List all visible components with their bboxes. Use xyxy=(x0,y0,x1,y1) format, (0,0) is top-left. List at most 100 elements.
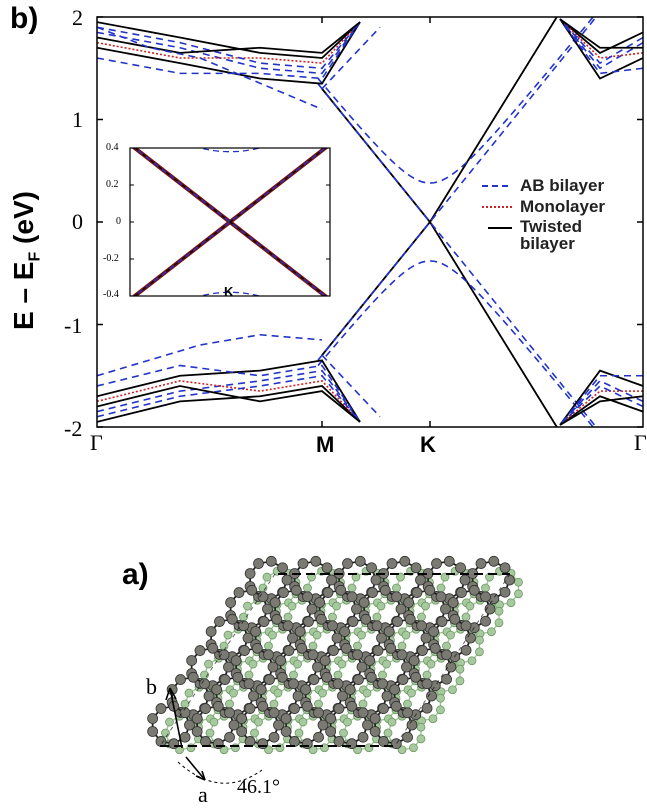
atom-top xyxy=(303,616,314,627)
atom-bottom xyxy=(514,577,523,587)
atom-top xyxy=(319,655,331,666)
atom-top xyxy=(166,684,178,695)
cell-edge-left xyxy=(159,573,276,747)
lattice-ring-bottom xyxy=(387,715,422,751)
atom-bottom xyxy=(343,717,352,727)
band-line-tw xyxy=(559,18,643,49)
atom-bottom xyxy=(308,641,318,651)
band-line-tw xyxy=(97,385,361,423)
atom-bottom xyxy=(293,659,302,669)
atom-top xyxy=(262,603,273,615)
atom-top xyxy=(386,558,398,569)
band-line-mono xyxy=(559,390,643,426)
atom-top xyxy=(226,613,238,625)
vector-b-arrow xyxy=(169,687,183,749)
atom-top xyxy=(244,703,256,714)
atom-bottom xyxy=(333,670,343,680)
lattice-ring-top xyxy=(388,618,427,658)
atom-bottom xyxy=(328,612,337,622)
atom-top xyxy=(265,555,277,567)
lattice-ring-top xyxy=(285,705,324,745)
atom-top xyxy=(369,713,381,724)
atom-top xyxy=(289,736,300,747)
atom-top xyxy=(383,626,395,637)
inset-line-ab xyxy=(133,221,327,296)
atom-top xyxy=(275,655,287,666)
band-line-mono xyxy=(97,380,361,423)
atom-bottom xyxy=(231,743,240,753)
atom-bottom xyxy=(387,717,397,727)
lattice-ring-top xyxy=(293,560,333,600)
atom-top xyxy=(346,591,358,603)
atom-top xyxy=(389,684,401,695)
atom-top xyxy=(200,736,211,747)
atom-bottom xyxy=(314,699,323,709)
lattice-ring-top xyxy=(215,676,255,716)
band-line-tw xyxy=(97,21,361,59)
atom-top xyxy=(353,674,364,685)
atom-top xyxy=(381,690,393,702)
lattice-ring-top xyxy=(382,560,422,600)
y-axis-label: E – EF (eV) xyxy=(8,191,45,330)
atom-top xyxy=(214,616,225,627)
atom-top xyxy=(288,678,299,690)
atom-bottom xyxy=(446,630,455,640)
atom-top xyxy=(168,738,180,750)
atom-top xyxy=(244,568,256,579)
atom-bottom xyxy=(382,659,391,669)
band-line-ab xyxy=(559,18,643,65)
atom-top xyxy=(244,736,256,747)
atom-bottom xyxy=(465,601,475,611)
atom-top xyxy=(449,613,461,625)
atom-top xyxy=(443,555,455,567)
lattice-ring-top xyxy=(318,589,358,629)
band-line-ab xyxy=(559,379,643,426)
band-line-tw xyxy=(559,395,643,426)
atom-top xyxy=(484,603,496,615)
atom-top xyxy=(385,642,397,654)
atom-top xyxy=(191,726,203,737)
lattice-ring-top xyxy=(329,705,369,745)
lattice-ring-top xyxy=(196,705,235,745)
atom-bottom xyxy=(383,728,393,738)
atom-bottom xyxy=(250,728,259,738)
lattice-ring-top xyxy=(393,676,433,716)
atom-top xyxy=(300,684,312,695)
atom-bottom xyxy=(308,745,318,755)
atom-top xyxy=(431,558,442,569)
band-line-ab xyxy=(559,385,643,426)
xtick-k: K xyxy=(420,432,436,457)
atom-top xyxy=(315,613,327,625)
atom-top xyxy=(250,626,262,637)
atom-top xyxy=(369,726,381,737)
cell-edge-right xyxy=(394,573,511,747)
atom-top xyxy=(308,674,320,685)
atom-top xyxy=(223,661,234,673)
lattice-ring-top xyxy=(413,647,452,687)
band-line-ab xyxy=(559,18,643,75)
atom-top xyxy=(347,616,359,627)
atom-bottom xyxy=(268,630,277,640)
band-line-tw xyxy=(97,359,361,423)
atom-bottom xyxy=(337,659,347,669)
atom-bottom xyxy=(353,641,362,651)
atom-top xyxy=(301,738,313,750)
atom-top xyxy=(184,719,195,731)
ytick-neg2: -2 xyxy=(64,416,83,441)
atom-bottom xyxy=(287,601,297,611)
atom-top xyxy=(395,603,407,615)
band-line-ab xyxy=(559,18,643,70)
lattice-ring-top xyxy=(299,618,338,658)
atom-top xyxy=(263,649,274,661)
atom-bottom xyxy=(397,641,407,651)
lattice-diagram xyxy=(147,555,523,755)
lattice-ring-top xyxy=(407,589,447,629)
ytick-2: 2 xyxy=(72,5,83,30)
atom-top xyxy=(504,574,515,586)
atom-top xyxy=(187,671,199,683)
atom-top xyxy=(354,555,366,567)
atom-top xyxy=(421,702,433,714)
atom-bottom xyxy=(269,699,279,709)
atom-bottom xyxy=(273,688,283,698)
